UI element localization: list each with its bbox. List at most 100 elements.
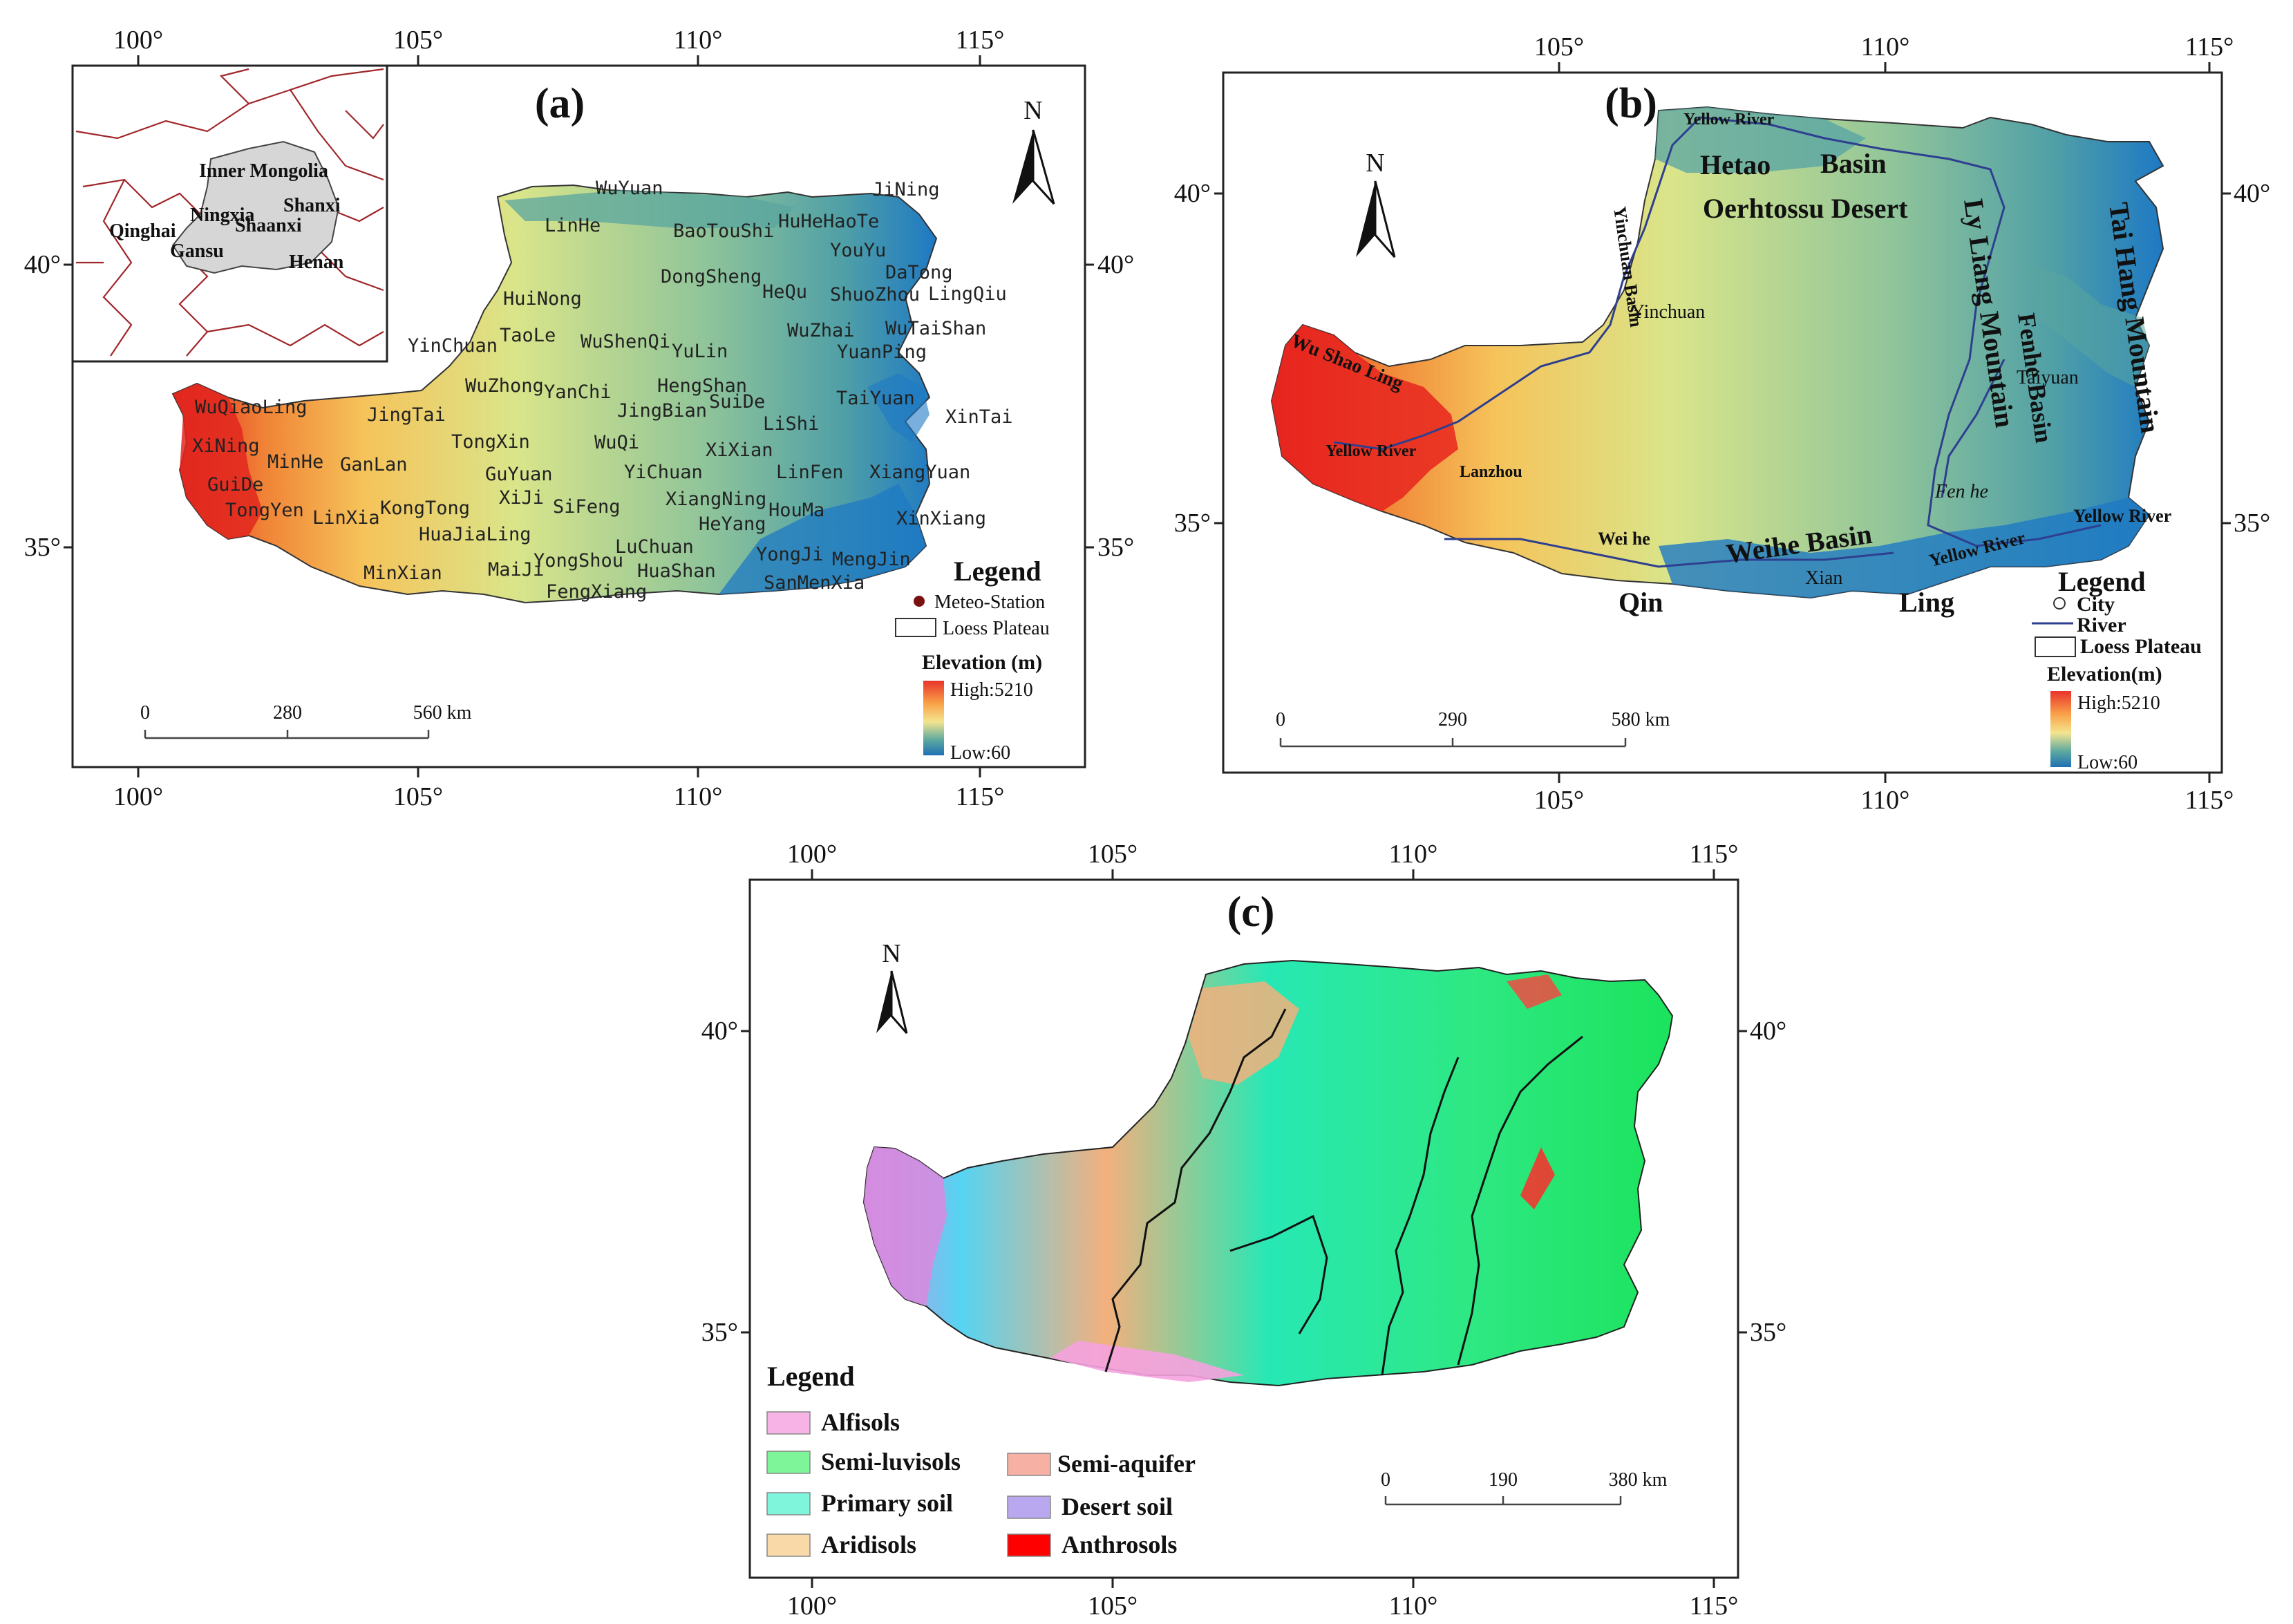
a-lon-tick-top: 105° bbox=[393, 26, 443, 55]
feature-label: Yellow River bbox=[1325, 442, 1417, 460]
station-label: YinChuan bbox=[408, 335, 498, 357]
station-label: WuYuan bbox=[596, 178, 663, 199]
station-label: WuZhong bbox=[465, 375, 544, 397]
a-lon-tick-bottom: 105° bbox=[393, 782, 443, 811]
legend-label: Semi-luvisols bbox=[821, 1448, 961, 1475]
station-label: LiShi bbox=[763, 413, 819, 435]
station-label: HuiNong bbox=[503, 288, 582, 310]
station-label: MengJin bbox=[832, 549, 911, 570]
legend-swatch-semi-luvisols bbox=[766, 1451, 811, 1474]
legend-swatch-alfisols bbox=[766, 1411, 811, 1435]
a-lon-tick-bottom: 100° bbox=[113, 782, 163, 811]
feature-label: Yellow River bbox=[1683, 111, 1775, 129]
station-label: XiNing bbox=[192, 435, 260, 457]
station-label: YongJi bbox=[756, 544, 824, 565]
a-lat-tick-right: 35° bbox=[1097, 533, 1134, 562]
inset-label: Ningxia bbox=[190, 205, 254, 226]
elevation-colorbar bbox=[923, 681, 944, 755]
river-lines bbox=[1333, 116, 2102, 568]
station-label: YiChuan bbox=[624, 462, 703, 483]
legend-label: Desert soil bbox=[1061, 1493, 1173, 1520]
panel-a-title: (a) bbox=[535, 80, 585, 127]
c-lon-tick-top: 115° bbox=[1690, 840, 1739, 869]
legend-region: Loess Plateau bbox=[943, 618, 1050, 639]
scale-label: 380 km bbox=[1609, 1469, 1668, 1491]
station-label: TongYen bbox=[225, 500, 304, 521]
legend-low: Low:60 bbox=[950, 742, 1010, 764]
a-lon-tick-top: 100° bbox=[113, 26, 163, 55]
boundary-lines bbox=[1104, 1008, 1583, 1376]
station-label: HouMa bbox=[768, 500, 824, 521]
panel-c-title: (c) bbox=[1227, 889, 1275, 936]
station-label: HuaShan bbox=[637, 560, 716, 582]
station-label: YuLin bbox=[672, 341, 728, 362]
feature-label: Yinchuan bbox=[1631, 301, 1705, 323]
station-label: HuaJiaLing bbox=[419, 524, 531, 545]
inset-label: Gansu bbox=[170, 240, 224, 262]
inset-label: Shanxi bbox=[283, 195, 341, 216]
a-lon-tick-top: 115° bbox=[956, 26, 1005, 55]
legend-river: River bbox=[2077, 614, 2126, 636]
panel-b-scalebar: 0 290 580 km bbox=[1276, 709, 1670, 748]
inset-label: Henan bbox=[289, 252, 344, 273]
station-label: TaoLe bbox=[500, 325, 556, 346]
station-label: DaTong bbox=[885, 262, 953, 283]
a-lon-tick-bottom: 110° bbox=[674, 782, 723, 811]
c-lat-tick-right: 40° bbox=[1750, 1017, 1786, 1046]
inset-label: Qinghai bbox=[109, 220, 176, 242]
legend-region-swatch bbox=[2035, 636, 2076, 657]
station-label: YongShou bbox=[534, 550, 623, 572]
station-label: LingQiu bbox=[928, 283, 1007, 305]
station-label: XiJi bbox=[499, 487, 544, 509]
panel-c-legend: Legend Alfisols Semi-luvisols Semi-aquif… bbox=[766, 1361, 1196, 1558]
legend-label: Anthrosols bbox=[1061, 1531, 1177, 1558]
a-lat-tick-left: 40° bbox=[24, 250, 61, 279]
station-label: HeQu bbox=[762, 281, 807, 303]
c-lat-tick-right: 35° bbox=[1750, 1318, 1786, 1347]
legend-title: Legend bbox=[767, 1361, 855, 1392]
scale-label: 0 bbox=[1276, 709, 1285, 730]
station-label: SanMenXia bbox=[764, 572, 865, 594]
elevation-colorbar bbox=[2050, 691, 2071, 767]
panel-c-ticks: 100° 105° 110° 115° 100° 105° 110° 115° … bbox=[701, 840, 1786, 1621]
city-icon bbox=[2053, 597, 2066, 610]
station-label: DongSheng bbox=[661, 266, 762, 287]
north-arrow-icon: N bbox=[1356, 149, 1396, 258]
feature-label: Yellow River bbox=[2073, 506, 2171, 526]
feature-label: Fen he bbox=[1934, 481, 1988, 502]
station-label: ShuoZhou bbox=[830, 284, 920, 305]
legend-label: Semi-aquifer bbox=[1057, 1450, 1196, 1477]
station-label: SiFeng bbox=[553, 496, 621, 518]
c-lon-tick-bottom: 110° bbox=[1389, 1592, 1438, 1621]
scale-label: 290 bbox=[1438, 709, 1467, 730]
legend-swatch-aridisols bbox=[766, 1533, 811, 1557]
svg-text:N: N bbox=[1366, 149, 1384, 178]
a-lat-tick-left: 35° bbox=[24, 533, 61, 562]
feature-label: Xian bbox=[1805, 567, 1842, 589]
legend-swatch-primary-soil bbox=[766, 1492, 811, 1516]
panel-b-legend: Legend City River Loess Plateau Elevatio… bbox=[2032, 566, 2202, 773]
b-lat-tick-right: 35° bbox=[2234, 509, 2270, 538]
scale-label: 0 bbox=[140, 702, 150, 724]
b-lon-tick-bottom: 115° bbox=[2185, 786, 2234, 815]
scale-label: 580 km bbox=[1612, 709, 1670, 730]
legend-high: High:5210 bbox=[2077, 692, 2160, 714]
b-lon-tick-bottom: 110° bbox=[1861, 786, 1910, 815]
legend-region-swatch bbox=[895, 618, 936, 637]
panel-a-inset: Inner Mongolia Ningxia Shanxi Shaanxi Qi… bbox=[71, 64, 388, 363]
c-lon-tick-bottom: 115° bbox=[1690, 1592, 1739, 1621]
station-label: TaiYuan bbox=[836, 388, 915, 409]
station-label: MinHe bbox=[267, 451, 323, 473]
station-label: XiangNing bbox=[666, 489, 766, 510]
svg-text:N: N bbox=[1023, 96, 1042, 125]
legend-low: Low:60 bbox=[2077, 752, 2138, 773]
station-label: HengShan bbox=[657, 375, 747, 397]
station-label: FengXiang bbox=[546, 581, 647, 603]
panel-b: 105° 110° 115° 105° 110° 115° 40° 35° 40… bbox=[1174, 32, 2270, 815]
station-label: XinTai bbox=[945, 406, 1013, 428]
station-label: YuanPing bbox=[837, 341, 927, 363]
feature-label: Ling bbox=[1899, 587, 1954, 618]
feature-label: Oerhtossu Desert bbox=[1703, 193, 1908, 224]
station-label: WuZhai bbox=[787, 320, 855, 341]
